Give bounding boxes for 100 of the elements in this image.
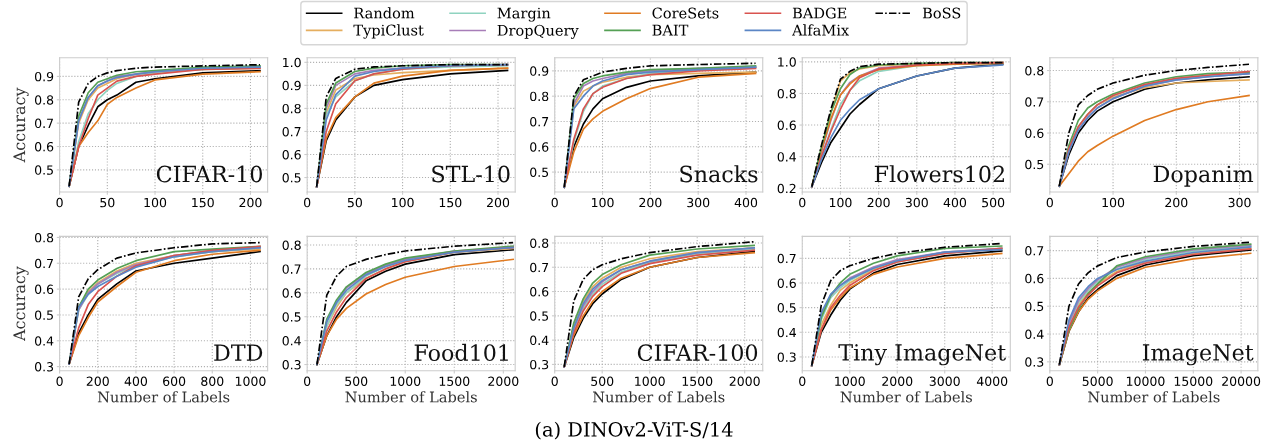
y-tick-label: 0.7: [34, 258, 53, 269]
x-tick-label: 500: [591, 376, 614, 386]
y-tick-label: 0.5: [777, 303, 796, 313]
legend-label: AlfaMix: [792, 24, 850, 36]
y-tick-label: 0.4: [530, 335, 549, 346]
x-tick-label: 2000: [882, 376, 913, 386]
x-axis-title: Number of Labels: [593, 391, 725, 403]
y-tick-label: 0.5: [34, 165, 53, 175]
y-tick-label: 0.6: [1025, 273, 1044, 284]
x-tick-label: 0: [551, 376, 558, 386]
y-tick-label: 0.6: [777, 120, 796, 130]
y-tick-label: 0.4: [777, 327, 797, 338]
legend-label: BoSS: [922, 7, 961, 19]
y-axis-title: Accuracy: [13, 266, 29, 342]
x-tick-label: 1000: [235, 376, 266, 386]
x-tick-label: 200: [486, 197, 510, 208]
x-tick-label: 800: [201, 376, 224, 386]
legend-label: TypiClust: [353, 24, 424, 39]
legend-label: CoreSets: [652, 7, 719, 19]
y-tick-label: 0.5: [34, 310, 53, 320]
y-tick-label: 0.3: [530, 359, 549, 370]
y-tick-label: 0.5: [530, 167, 549, 177]
y-tick-label: 0.7: [282, 126, 301, 137]
x-tick-label: 0: [304, 376, 311, 386]
text: DTD: [214, 344, 263, 361]
y-tick-label: 0.8: [34, 95, 54, 105]
y-tick-label: 0.2: [777, 183, 796, 194]
y-tick-label: 0.5: [1025, 301, 1044, 312]
y-tick-label: 0.5: [282, 312, 301, 322]
y-tick-label: 0.7: [282, 264, 301, 274]
x-tick-label: 0: [304, 197, 311, 208]
x-tick-label: 150: [192, 197, 214, 208]
text: Flowers102: [874, 165, 1004, 183]
x-tick-label: 0: [551, 197, 558, 208]
x-tick-label: 100: [591, 197, 614, 208]
text: Snacks: [680, 165, 758, 183]
x-tick-label: 200: [86, 376, 109, 386]
y-tick-label: 0.7: [34, 118, 53, 129]
x-tick-label: 0: [56, 197, 63, 208]
y-tick-label: 0.8: [1025, 66, 1044, 76]
x-tick-label: 1000: [390, 376, 421, 386]
y-tick-label: 0.9: [34, 71, 54, 82]
text: CIFAR-100: [637, 344, 758, 362]
x-axis-title: Number of Labels: [1088, 391, 1220, 403]
x-tick-label: 1000: [635, 376, 665, 386]
y-tick-label: 0.4: [777, 152, 797, 162]
x-tick-label: 400: [943, 197, 967, 208]
y-tick-label: 0.7: [530, 262, 549, 273]
y-tick-label: 0.6: [530, 142, 549, 152]
y-tick-label: 0.3: [777, 352, 796, 362]
y-tick-label: 0.8: [282, 103, 301, 114]
y-tick-label: 0.6: [1025, 128, 1044, 138]
legend-label: Random: [354, 7, 415, 19]
x-tick-label: 400: [734, 197, 758, 208]
y-tick-label: 0.3: [1025, 357, 1044, 367]
x-tick-label: 0: [1046, 197, 1053, 208]
x-tick-label: 0: [799, 197, 806, 208]
x-tick-label: 500: [982, 197, 1005, 208]
y-tick-label: 0.4: [282, 336, 301, 346]
y-tick-label: 0.6: [34, 141, 54, 152]
x-tick-label: 2000: [488, 376, 519, 386]
text: Food101: [414, 343, 508, 362]
x-tick-label: 300: [1228, 197, 1251, 208]
y-tick-label: 0.7: [1025, 246, 1044, 256]
x-tick-label: 10000: [1126, 376, 1165, 386]
y-tick-label: 0.7: [530, 116, 549, 127]
y-tick-label: 0.3: [282, 360, 301, 370]
x-tick-label: 1500: [439, 376, 470, 386]
text: ImageNet: [1142, 344, 1254, 366]
text: Dopanim: [1153, 165, 1254, 187]
y-tick-label: 0.4: [1025, 329, 1044, 339]
legend-label: DropQuery: [497, 24, 579, 39]
x-tick-label: 0: [1046, 376, 1053, 386]
x-tick-label: 3000: [929, 376, 960, 386]
x-tick-label: 300: [905, 197, 928, 208]
y-tick-label: 0.9: [530, 66, 549, 76]
y-tick-label: 0.6: [777, 278, 796, 288]
x-tick-label: 200: [639, 197, 662, 208]
y-tick-label: 0.5: [530, 311, 549, 321]
x-tick-label: 100: [392, 197, 414, 208]
x-tick-label: 2000: [729, 376, 760, 386]
legend-label: Margin: [497, 7, 551, 22]
x-tick-label: 100: [1102, 197, 1125, 208]
y-tick-label: 0.5: [1025, 159, 1044, 170]
x-axis-title: Number of Labels: [97, 391, 230, 403]
y-tick-label: 0.6: [530, 287, 549, 297]
y-tick-label: 0.3: [34, 362, 54, 372]
x-tick-label: 400: [124, 376, 148, 386]
y-tick-label: 1.0: [778, 57, 796, 67]
x-tick-label: 150: [439, 197, 462, 208]
x-axis-title: Number of Labels: [840, 391, 972, 403]
y-tick-label: 0.8: [530, 91, 549, 102]
y-tick-label: 0.6: [282, 149, 301, 160]
y-tick-label: 0.6: [34, 284, 54, 295]
x-tick-label: 100: [829, 197, 852, 208]
x-tick-label: 200: [867, 197, 890, 208]
x-tick-label: 5000: [1082, 376, 1113, 386]
text: STL-10: [432, 165, 510, 183]
y-tick-label: 0.8: [777, 88, 796, 99]
legend-label: BADGE: [792, 7, 847, 19]
